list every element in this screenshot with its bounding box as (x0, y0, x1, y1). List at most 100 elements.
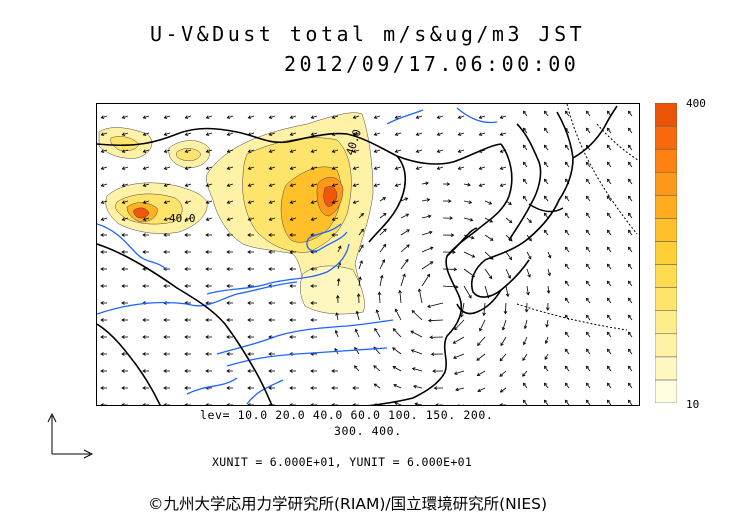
wind-arrow (269, 200, 276, 204)
wind-arrowhead (411, 310, 416, 314)
wind-arrow (376, 309, 381, 321)
wind-arrow (500, 166, 507, 170)
wind-arrow (164, 166, 171, 170)
wind-arrowhead (184, 386, 188, 390)
wind-arrowhead (310, 115, 315, 119)
wind-arrowhead (564, 161, 569, 166)
wind-arrow (523, 144, 528, 151)
wind-arrow (500, 132, 507, 136)
wind-arrow (607, 263, 612, 270)
wind-arrow (411, 349, 423, 355)
wind-arrow (565, 314, 570, 321)
wind-arrowhead (247, 335, 251, 339)
wind-arrows (100, 110, 633, 405)
wind-arrow (479, 183, 486, 187)
wind-arrow (185, 115, 192, 119)
wind-arrowhead (121, 284, 125, 288)
wind-arrowhead (142, 183, 147, 187)
wind-arrowhead (374, 327, 378, 332)
wind-arrowhead (163, 200, 168, 204)
wind-arrow (628, 297, 633, 304)
wind-arrow (290, 166, 297, 170)
colorbar-swatch (655, 333, 677, 358)
wind-arrow (353, 183, 360, 187)
wind-arrow (101, 166, 108, 170)
wind-arrow (455, 387, 465, 391)
wind-arrowhead (121, 166, 126, 170)
wind-arrowhead (499, 166, 504, 170)
wind-arrow (122, 132, 129, 136)
wind-arrowhead (331, 369, 335, 373)
wind-arrowhead (499, 183, 504, 187)
wind-arrowhead (585, 399, 590, 404)
wind-arrow (484, 234, 494, 241)
wind-arrowhead (449, 216, 454, 220)
wind-arrowhead (310, 403, 314, 405)
wind-arrowhead (457, 149, 462, 153)
wind-arrowhead (406, 229, 410, 233)
wind-arrowhead (394, 166, 399, 170)
wind-arrowhead (331, 386, 335, 390)
wind-arrow (607, 161, 612, 168)
wind-arrowhead (585, 263, 590, 268)
wind-arrow (122, 115, 129, 119)
wind-arrowhead (205, 115, 210, 119)
wind-arrowhead (547, 272, 552, 277)
wind-arrowhead (606, 365, 611, 370)
wind-arrow (143, 132, 150, 136)
wind-arrowhead (489, 219, 494, 223)
wind-arrowhead (373, 365, 377, 369)
wind-arrowhead (477, 342, 481, 346)
colorbar-swatch (655, 310, 677, 335)
wind-arrow (206, 149, 213, 153)
wind-arrow (500, 336, 507, 346)
wind-arrow (565, 280, 570, 287)
wind-arrowhead (289, 335, 293, 339)
wind-arrowhead (606, 144, 611, 149)
wind-arrow (395, 183, 402, 187)
wind-arrowhead (100, 115, 105, 119)
wind-arrow (505, 217, 513, 223)
wind-arrowhead (627, 399, 632, 404)
wind-arrow (463, 217, 473, 221)
wind-arrowhead (478, 166, 483, 170)
wind-arrowhead (226, 200, 231, 204)
wind-arrowhead (478, 115, 483, 119)
wind-arrow (565, 246, 570, 253)
wind-arrow (185, 200, 192, 204)
wind-arrowhead (508, 201, 512, 205)
wind-arrow (332, 166, 339, 170)
wind-arrowhead (289, 301, 293, 305)
wind-arrowhead (247, 352, 251, 356)
wind-arrowhead (100, 403, 104, 405)
wind-arrowhead (415, 115, 420, 119)
wind-arrowhead (382, 243, 387, 248)
wind-arrowhead (564, 263, 569, 268)
wind-arrowhead (499, 115, 504, 119)
wind-arrow (565, 348, 570, 355)
wind-arrow (248, 183, 255, 187)
wind-arrowhead (627, 229, 632, 234)
wind-arrow (185, 149, 192, 153)
wind-arrowhead (247, 318, 251, 322)
wind-arrowhead (606, 348, 611, 353)
wind-arrowhead (436, 132, 441, 136)
wind-arrow (505, 285, 509, 297)
wind-arrow (628, 280, 633, 287)
wind-arrow (523, 127, 528, 134)
wind-arrow (463, 200, 472, 204)
wind-arrow (374, 383, 381, 389)
wind-arrow (227, 166, 234, 170)
wind-arrow (290, 183, 297, 187)
wind-arrowhead (546, 290, 551, 294)
wind-arrow (628, 110, 633, 117)
wind-arrowhead (331, 183, 336, 187)
wind-arrowhead (268, 352, 272, 356)
wind-arrowhead (452, 250, 456, 255)
wind-arrowhead (627, 348, 632, 353)
wind-arrowhead (142, 352, 146, 356)
wind-arrow (378, 292, 381, 304)
wind-arrowhead (543, 229, 548, 234)
wind-arrowhead (500, 342, 504, 347)
wind-arrowhead (247, 386, 251, 390)
